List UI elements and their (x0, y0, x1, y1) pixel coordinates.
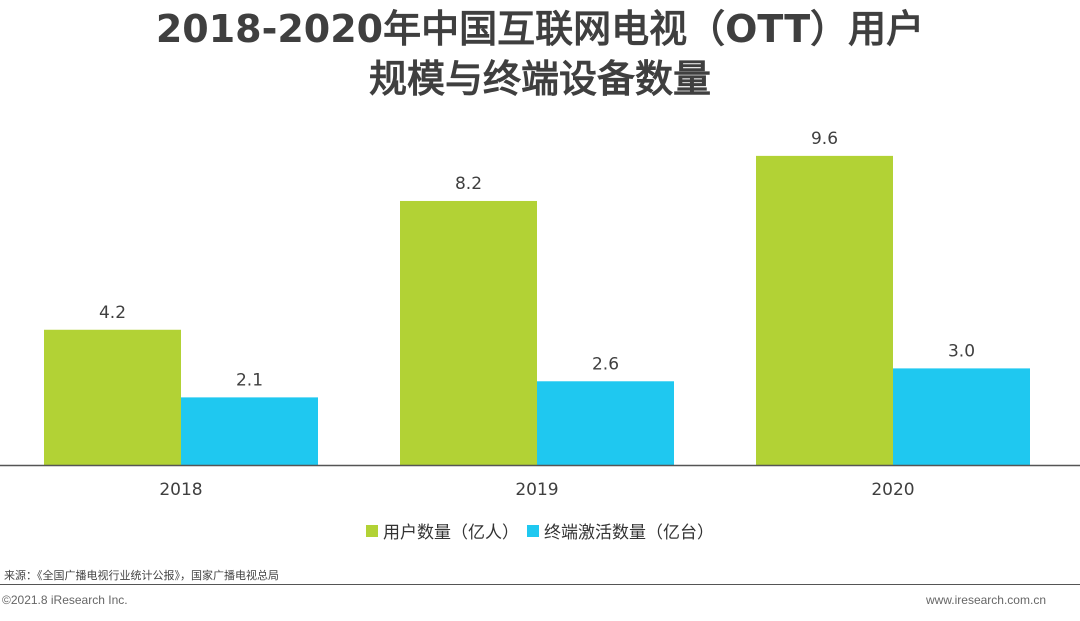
bar-devices-2020 (893, 368, 1030, 465)
legend-swatch-devices (527, 524, 539, 537)
legend-label-users: 用户数量（亿人） (383, 523, 519, 543)
legend-item-users: 用户数量（亿人） (366, 518, 519, 543)
chart-title-line1: 2018-2020年中国互联网电视（OTT）用户 (155, 7, 925, 51)
bar-devices-2019 (537, 381, 674, 465)
legend-swatch-users (366, 524, 378, 537)
x-tick-label-2020: 2020 (871, 480, 914, 500)
legend: 用户数量（亿人） 终端激活数量（亿台） (0, 518, 1080, 543)
bar-chart: 4.2 2.1 2018 8.2 2.6 2019 9.6 3.0 2020 (0, 129, 1080, 500)
data-label-devices-2018: 2.1 (236, 370, 263, 390)
bar-users-2019 (400, 200, 537, 465)
data-label-users-2020: 9.6 (811, 129, 838, 149)
footer-divider (0, 584, 1080, 585)
data-label-devices-2020: 3.0 (948, 341, 975, 361)
x-tick-label-2018: 2018 (159, 480, 202, 500)
data-label-devices-2019: 2.6 (592, 354, 619, 374)
x-tick-label-2019: 2019 (515, 480, 558, 500)
data-label-users-2018: 4.2 (99, 303, 126, 323)
bar-users-2018 (44, 329, 181, 465)
data-label-users-2019: 8.2 (455, 174, 482, 194)
bar-devices-2018 (181, 397, 318, 465)
legend-item-devices: 终端激活数量（亿台） (527, 518, 714, 543)
chart-title-line2: 规模与终端设备数量 (368, 57, 711, 101)
bar-users-2020 (756, 155, 893, 465)
legend-label-devices: 终端激活数量（亿台） (544, 523, 714, 543)
source-note: 来源：《全国广播电视行业统计公报》，国家广播电视总局 (4, 569, 279, 582)
website-url: www.iresearch.com.cn (925, 593, 1046, 607)
copyright: ©2021.8 iResearch Inc. (2, 593, 128, 607)
